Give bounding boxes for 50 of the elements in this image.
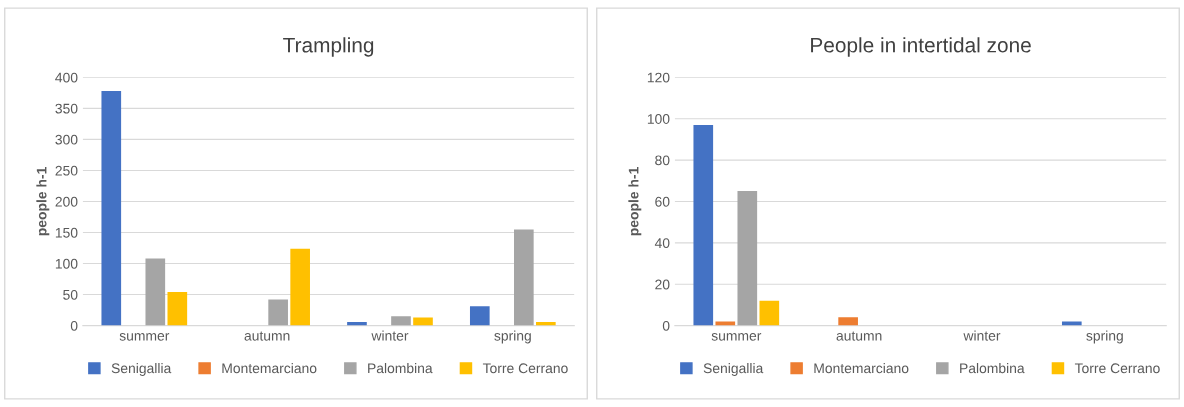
x-tick-label: winter [963, 330, 1001, 341]
y-tick-label: 100 [55, 258, 78, 269]
legend-label: Torre Cerrano [482, 363, 568, 374]
legend-label: Palombina [368, 363, 433, 374]
y-tick-label: 100 [647, 114, 670, 124]
y-tick-label: 0 [662, 320, 670, 331]
y-tick-label: 0 [70, 320, 78, 331]
x-tick-label: spring [1086, 330, 1123, 344]
y-tick-label: 300 [55, 134, 78, 145]
bar [514, 229, 534, 326]
bar [290, 248, 310, 326]
y-tick-label: 120 [647, 72, 670, 83]
y-axis-title: people h-1 [36, 167, 50, 236]
chart-title: People in intertidal zone [811, 37, 1031, 57]
bar [268, 299, 288, 326]
bar [145, 258, 166, 326]
y-tick-label: 40 [654, 238, 670, 249]
x-tick-label: winter [371, 330, 409, 341]
legend-label: Senigallia [703, 363, 764, 376]
y-tick-label: 50 [63, 289, 78, 300]
y-tick-label: 400 [55, 72, 78, 83]
bar [715, 321, 736, 326]
legend-label: Senigallia [111, 363, 172, 376]
y-tick-label: 80 [655, 155, 670, 166]
legend-label: Montemarciano [222, 363, 317, 374]
y-tick-label: 20 [655, 279, 670, 290]
legend-label: Torre Cerrano [1074, 363, 1160, 374]
y-tick-label: 150 [55, 227, 78, 238]
y-tick-label: 60 [655, 196, 670, 207]
bar [469, 306, 490, 326]
y-tick-label: 350 [55, 103, 78, 114]
x-tick-label: spring [494, 330, 531, 344]
chart-title: Trampling [283, 37, 374, 57]
x-tick-label: autumn [836, 331, 882, 341]
bar [167, 292, 188, 326]
x-tick-label: summer [711, 333, 762, 341]
x-tick-label: autumn [244, 331, 290, 341]
legend-label: Montemarciano [814, 363, 909, 374]
bar [391, 316, 411, 326]
y-tick-label: 250 [55, 165, 78, 176]
y-tick-label: 200 [55, 196, 78, 207]
bar [838, 317, 858, 326]
bar [1061, 321, 1082, 326]
legend-label: Palombina [960, 363, 1025, 374]
bar [693, 124, 714, 326]
x-tick-label: summer [119, 333, 170, 341]
bar [737, 191, 758, 326]
y-axis-title: people h-1 [628, 167, 642, 236]
bar [759, 300, 780, 326]
bar [101, 90, 122, 326]
